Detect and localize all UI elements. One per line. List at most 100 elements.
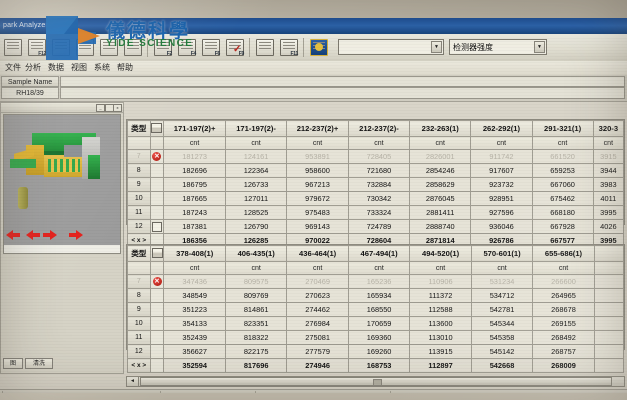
- data-cell[interactable]: 818322: [224, 330, 288, 345]
- exclude-icon[interactable]: ✕: [152, 277, 162, 287]
- table-row[interactable]: 9 351223 814861 274462 168550 112588 542781 268…: [127, 302, 625, 317]
- menu-analyze[interactable]: 分析: [25, 63, 41, 72]
- chevron-down-icon[interactable]: ▼: [431, 41, 442, 53]
- delete-icon[interactable]: F11: [278, 37, 300, 58]
- table-row[interactable]: 12 356627 822175 277579 169260 113915 545142 26…: [127, 344, 625, 359]
- data-cell[interactable]: 2854246: [409, 163, 472, 178]
- data-cell[interactable]: 675462: [531, 191, 594, 206]
- menu-view[interactable]: 视图: [71, 63, 87, 72]
- data-cell[interactable]: 724789: [347, 219, 411, 234]
- close-icon[interactable]: x: [113, 104, 122, 112]
- column-header[interactable]: 655-686(1): [532, 245, 595, 262]
- data-cell[interactable]: 170659: [347, 316, 411, 331]
- column-header[interactable]: 212-237(2)+: [286, 120, 349, 137]
- table-row[interactable]: 8 348549 809769 270623 165934 111372 534712 264…: [127, 288, 625, 303]
- row-checkbox[interactable]: [151, 221, 162, 232]
- grind-icon[interactable]: [98, 37, 120, 58]
- data-cell[interactable]: [593, 316, 625, 331]
- data-cell[interactable]: 276984: [286, 316, 349, 331]
- data-cell[interactable]: 3995: [592, 205, 625, 220]
- data-cell[interactable]: 127011: [224, 191, 288, 206]
- scroll-left-icon[interactable]: ◄: [127, 377, 139, 386]
- data-cell[interactable]: 111372: [409, 288, 472, 303]
- data-cell[interactable]: 110906: [409, 274, 472, 289]
- column-header[interactable]: 291-321(1): [531, 120, 594, 137]
- instrument-3d-view[interactable]: [3, 114, 121, 254]
- column-header[interactable]: 232-263(1): [409, 120, 472, 137]
- intensity-table-1[interactable]: 类型 171-197(2)+ 171-197(2)- 212-237(2)+ 212-2…: [126, 119, 625, 248]
- menu-system[interactable]: 系统: [94, 63, 110, 72]
- data-cell[interactable]: 182696: [163, 163, 226, 178]
- data-cell[interactable]: 823351: [224, 316, 288, 331]
- data-cell[interactable]: 927596: [470, 205, 533, 220]
- table-row[interactable]: 9 186795 126733 967213 732884 2858629 923732 66…: [127, 177, 625, 192]
- data-cell[interactable]: 2881411: [409, 205, 472, 220]
- row-flag[interactable]: [149, 316, 165, 331]
- data-cell[interactable]: 969143: [286, 219, 349, 234]
- data-cell[interactable]: 928951: [470, 191, 533, 206]
- data-cell[interactable]: 122364: [224, 163, 288, 178]
- data-cell[interactable]: 3983: [592, 177, 625, 192]
- data-cell[interactable]: [593, 288, 625, 303]
- data-cell[interactable]: 721680: [347, 163, 411, 178]
- verify-icon[interactable]: F9 ✓: [224, 37, 246, 58]
- data-cell[interactable]: 822175: [224, 344, 288, 359]
- data-cell[interactable]: [593, 302, 625, 317]
- data-cell[interactable]: 667928: [531, 219, 594, 234]
- data-cell[interactable]: 809769: [224, 288, 288, 303]
- chevron-down-icon[interactable]: ▼: [534, 41, 545, 53]
- data-cell[interactable]: 126790: [224, 219, 288, 234]
- stats-icon[interactable]: [254, 37, 276, 58]
- column-header[interactable]: [593, 245, 625, 262]
- data-cell[interactable]: 732884: [347, 177, 411, 192]
- data-cell[interactable]: 270623: [286, 288, 349, 303]
- data-cell[interactable]: 128525: [224, 205, 288, 220]
- measure-icon[interactable]: [74, 37, 96, 58]
- data-cell[interactable]: 356627: [163, 344, 226, 359]
- data-cell[interactable]: 352439: [163, 330, 226, 345]
- data-cell[interactable]: 348549: [163, 288, 226, 303]
- new-icon[interactable]: [2, 37, 24, 58]
- column-header[interactable]: 320-3: [592, 120, 625, 137]
- data-cell[interactable]: 668180: [531, 205, 594, 220]
- data-cell[interactable]: 545344: [470, 316, 534, 331]
- data-cell[interactable]: 953891: [286, 149, 349, 164]
- data-cell[interactable]: 728405: [347, 149, 411, 164]
- data-cell[interactable]: 165934: [347, 288, 411, 303]
- data-cell[interactable]: 4011: [592, 191, 625, 206]
- column-header[interactable]: 570-601(1): [470, 245, 534, 262]
- data-cell[interactable]: 169260: [347, 344, 411, 359]
- column-header[interactable]: 212-237(2)-: [347, 120, 411, 137]
- table-row[interactable]: 7 ✕ 181273 124161 953891 728405 2826001 911742 6…: [127, 149, 625, 164]
- row-flag[interactable]: [149, 163, 165, 178]
- data-cell[interactable]: 2826001: [409, 149, 472, 164]
- row-flag[interactable]: [149, 191, 165, 206]
- data-cell[interactable]: [593, 274, 625, 289]
- table-row[interactable]: 12 187381 126790 969143 724789 2888740 936046 6…: [127, 219, 625, 234]
- column-header[interactable]: 406-435(1): [224, 245, 288, 262]
- table-row[interactable]: 7 ✕ 347436 809575 270469 165236 110906 531234 26…: [127, 274, 625, 289]
- data-cell[interactable]: 958600: [286, 163, 349, 178]
- exclude-icon[interactable]: ✕: [152, 152, 162, 162]
- minimize-icon[interactable]: _: [96, 104, 105, 112]
- data-cell[interactable]: 113010: [409, 330, 472, 345]
- data-cell[interactable]: 967213: [286, 177, 349, 192]
- data-cell[interactable]: 169360: [347, 330, 411, 345]
- row-flag[interactable]: [149, 177, 165, 192]
- data-cell[interactable]: 923732: [470, 177, 533, 192]
- row-flag[interactable]: ✕: [149, 274, 165, 289]
- column-header[interactable]: 436-464(1): [286, 245, 349, 262]
- data-cell[interactable]: 2888740: [409, 219, 472, 234]
- data-cell[interactable]: 351223: [163, 302, 226, 317]
- data-cell[interactable]: 545142: [470, 344, 534, 359]
- pick-icon[interactable]: [149, 245, 165, 262]
- data-cell[interactable]: 112588: [409, 302, 472, 317]
- data-cell[interactable]: 3944: [592, 163, 625, 178]
- data-cell[interactable]: 531234: [470, 274, 534, 289]
- data-cell[interactable]: 268678: [532, 302, 595, 317]
- data-cell[interactable]: 275081: [286, 330, 349, 345]
- column-header[interactable]: 467-494(1): [347, 245, 411, 262]
- data-cell[interactable]: 168550: [347, 302, 411, 317]
- data-cell[interactable]: 911742: [470, 149, 533, 164]
- data-cell[interactable]: 534712: [470, 288, 534, 303]
